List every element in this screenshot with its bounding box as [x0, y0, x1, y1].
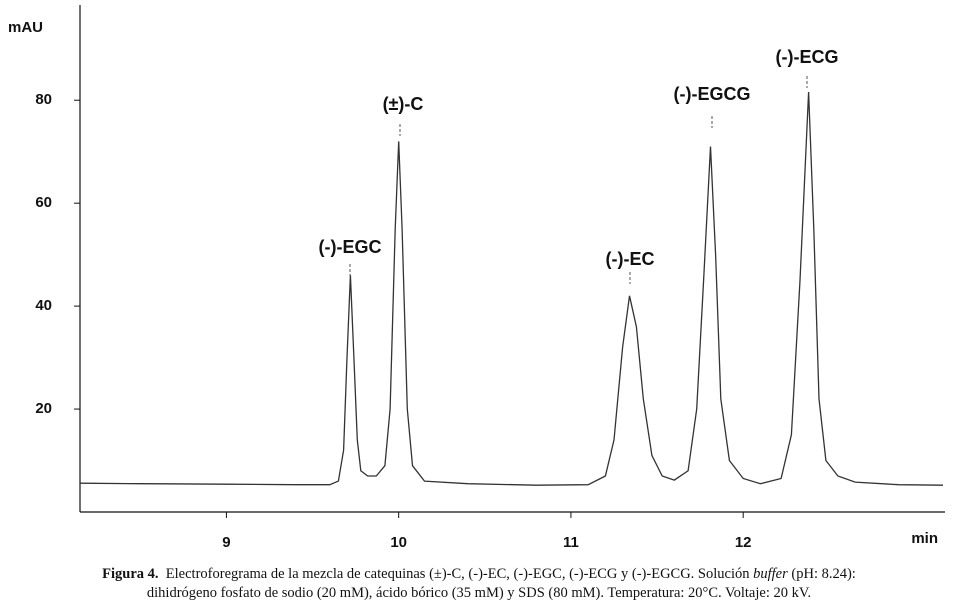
caption-italic: buffer	[753, 566, 788, 582]
caption-line: dihidrógeno fosfato de sodio (20 mM), ác…	[146, 585, 812, 601]
caption: Figura 4. Electroforegrama de la mezcla …	[0, 566, 958, 583]
x-tick-label: 12	[735, 534, 752, 551]
caption-text: (pH: 8.24):	[791, 566, 856, 582]
x-tick-label: 9	[222, 534, 230, 551]
caption-text: Electroforegrama de la mezcla de catequi…	[165, 566, 750, 582]
y-tick-label: 20	[35, 400, 52, 417]
peak-label: (-)-EC	[606, 249, 655, 269]
x-tick-label: 10	[390, 534, 407, 551]
y-tick-label: 80	[35, 91, 52, 108]
y-axis-label: mAU	[8, 19, 43, 36]
caption-label: Figura 4.	[102, 566, 159, 582]
chart: mAU min 20 40 60 80 9 10 11 12 (-)-EGC (±)-C (-)-E…	[8, 5, 945, 551]
y-tick-label: 60	[35, 194, 52, 211]
peak-label: (±)-C	[383, 94, 424, 114]
x-axis-label: min	[911, 530, 938, 547]
peak-label: (-)-EGC	[319, 237, 382, 257]
x-tick-label: 11	[563, 534, 579, 551]
peak-label: (-)-EGCG	[674, 84, 751, 104]
signal-line	[79, 91, 944, 486]
y-tick-label: 40	[35, 297, 52, 314]
peak-label: (-)-ECG	[776, 47, 839, 67]
